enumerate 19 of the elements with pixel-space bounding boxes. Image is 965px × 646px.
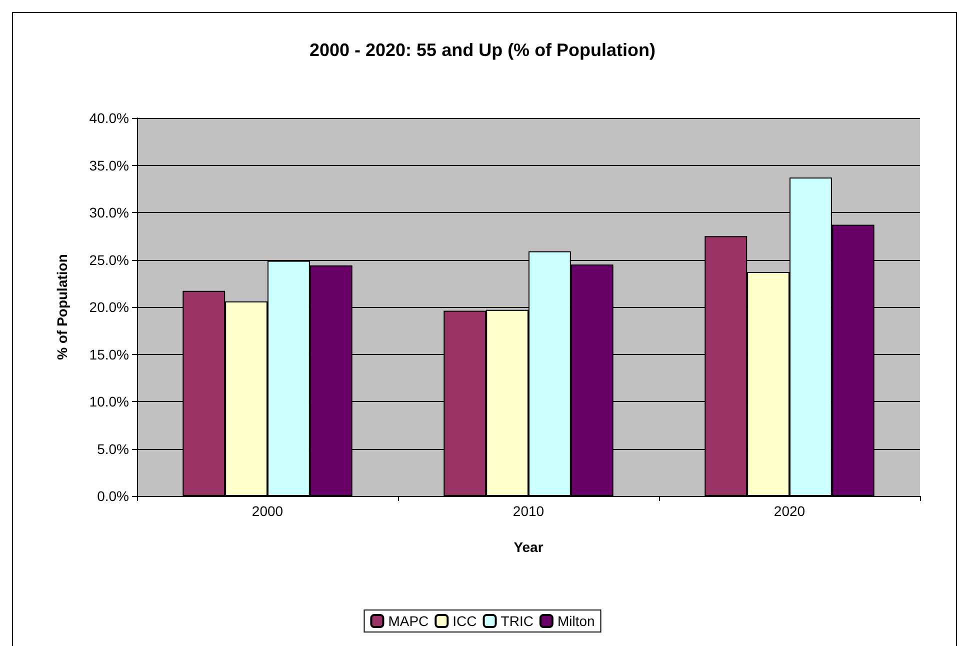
y-tick-label: 5.0% [97, 440, 129, 457]
y-tick-label: 10.0% [89, 394, 129, 410]
legend-label: Milton [557, 613, 595, 629]
y-tick-label: 40.0% [89, 110, 129, 126]
y-tick-label: 25.0% [89, 252, 129, 268]
x-tick-label: 2010 [512, 503, 544, 519]
y-tick-label: 20.0% [89, 299, 129, 315]
x-tick-label: 2000 [252, 503, 284, 519]
x-tick-label: 2020 [774, 503, 806, 519]
y-tick-label: 0.0% [97, 488, 129, 504]
legend-label: MAPC [388, 613, 429, 629]
y-axis-title: % of Population [54, 254, 70, 360]
x-axis-title: Year [514, 539, 544, 555]
y-tick-label: 15.0% [89, 346, 129, 362]
chart-title: 2000 - 2020: 55 and Up (% of Population) [309, 40, 656, 60]
y-tick-label: 35.0% [89, 157, 129, 174]
y-tick-label: 30.0% [89, 204, 129, 220]
legend-label: TRIC [500, 613, 534, 629]
legend-label: ICC [452, 613, 477, 629]
